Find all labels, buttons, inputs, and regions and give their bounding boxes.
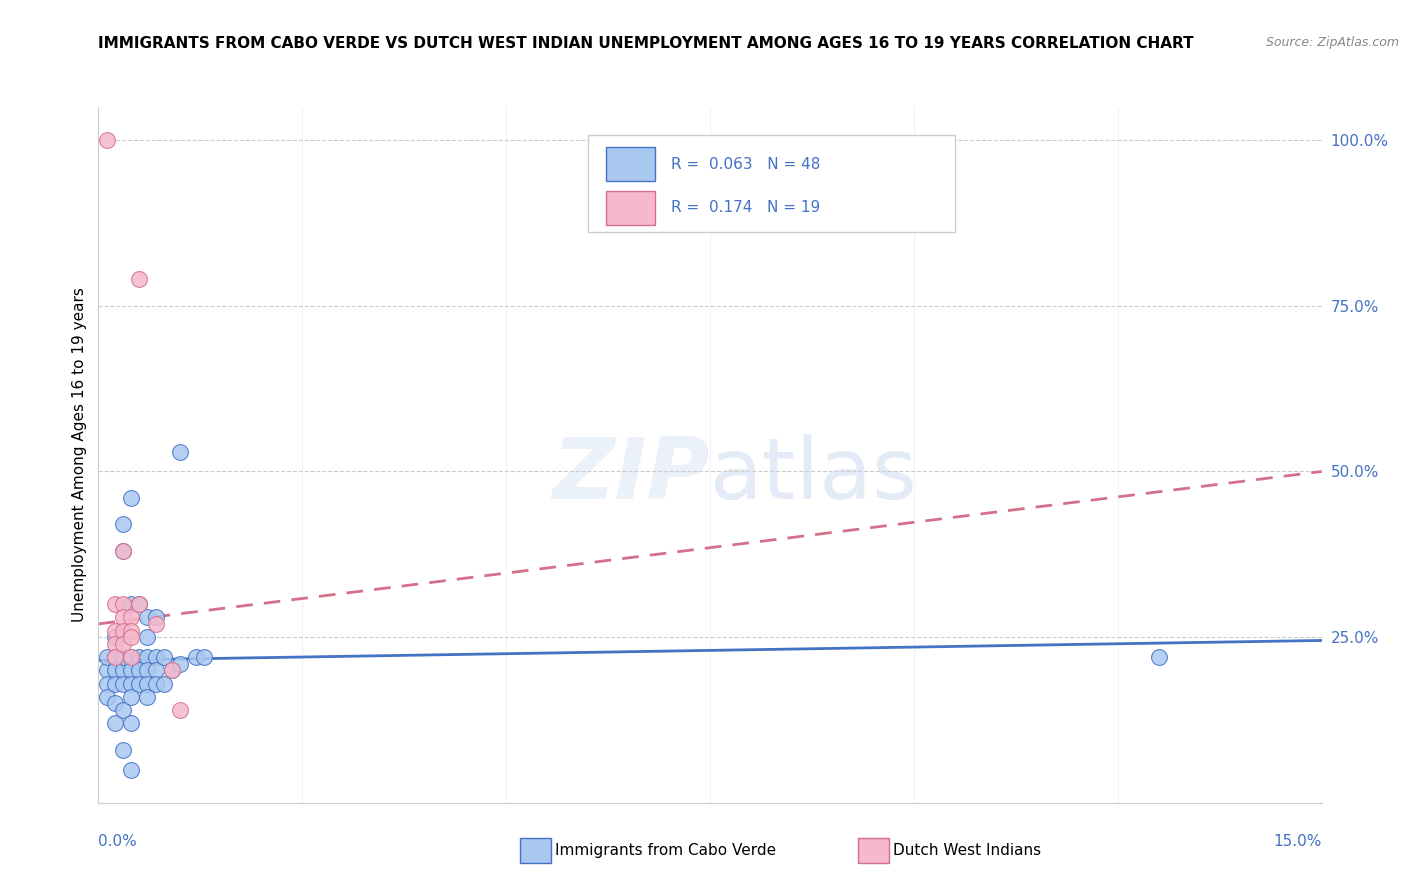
Point	[145, 676, 167, 690]
Point	[104, 663, 127, 677]
Point	[111, 544, 134, 558]
Point	[136, 676, 159, 690]
Text: 15.0%: 15.0%	[1274, 834, 1322, 849]
Point	[96, 663, 118, 677]
Point	[111, 610, 134, 624]
Point	[160, 663, 183, 677]
Point	[104, 650, 127, 665]
Y-axis label: Unemployment Among Ages 16 to 19 years: Unemployment Among Ages 16 to 19 years	[72, 287, 87, 623]
Point	[160, 663, 183, 677]
Point	[96, 650, 118, 665]
Point	[120, 597, 142, 611]
Point	[111, 650, 134, 665]
Point	[152, 650, 174, 665]
Point	[104, 650, 127, 665]
Bar	[606, 146, 655, 181]
Point	[120, 763, 142, 777]
Point	[96, 690, 118, 704]
Point	[111, 544, 134, 558]
Point	[111, 624, 134, 638]
Text: IMMIGRANTS FROM CABO VERDE VS DUTCH WEST INDIAN UNEMPLOYMENT AMONG AGES 16 TO 19: IMMIGRANTS FROM CABO VERDE VS DUTCH WEST…	[98, 36, 1194, 51]
Text: R =  0.174   N = 19: R = 0.174 N = 19	[671, 201, 820, 216]
Point	[1147, 650, 1170, 665]
Point	[136, 690, 159, 704]
Point	[128, 597, 150, 611]
Point	[104, 624, 127, 638]
Point	[104, 676, 127, 690]
Point	[120, 610, 142, 624]
Point	[128, 597, 150, 611]
Point	[120, 650, 142, 665]
Bar	[606, 191, 655, 226]
Point	[111, 663, 134, 677]
Point	[128, 676, 150, 690]
Point	[111, 637, 134, 651]
Point	[128, 663, 150, 677]
Point	[136, 650, 159, 665]
Bar	[588, 135, 955, 232]
Text: Immigrants from Cabo Verde: Immigrants from Cabo Verde	[555, 844, 776, 858]
Text: atlas: atlas	[710, 434, 918, 517]
Point	[96, 676, 118, 690]
Point	[120, 624, 142, 638]
Point	[120, 630, 142, 644]
Point	[104, 637, 127, 651]
Point	[186, 650, 208, 665]
Point	[152, 676, 174, 690]
Point	[111, 743, 134, 757]
Point	[145, 610, 167, 624]
Point	[136, 610, 159, 624]
Point	[120, 650, 142, 665]
Point	[104, 630, 127, 644]
Point	[96, 133, 118, 147]
Point	[169, 657, 191, 671]
Point	[120, 491, 142, 505]
Point	[111, 517, 134, 532]
Point	[193, 650, 215, 665]
Text: R =  0.063   N = 48: R = 0.063 N = 48	[671, 157, 820, 171]
Point	[169, 703, 191, 717]
Point	[136, 663, 159, 677]
Point	[145, 663, 167, 677]
Text: Dutch West Indians: Dutch West Indians	[893, 844, 1040, 858]
Point	[145, 650, 167, 665]
Point	[120, 676, 142, 690]
Point	[111, 597, 134, 611]
Point	[120, 663, 142, 677]
Point	[120, 690, 142, 704]
Text: ZIP: ZIP	[553, 434, 710, 517]
Text: 0.0%: 0.0%	[98, 834, 138, 849]
Point	[169, 444, 191, 458]
Point	[128, 272, 150, 286]
Text: Source: ZipAtlas.com: Source: ZipAtlas.com	[1265, 36, 1399, 49]
Point	[104, 697, 127, 711]
Point	[111, 703, 134, 717]
Point	[120, 716, 142, 731]
Point	[128, 650, 150, 665]
Point	[111, 650, 134, 665]
Point	[111, 676, 134, 690]
Point	[145, 616, 167, 631]
Point	[104, 597, 127, 611]
Point	[104, 716, 127, 731]
Point	[136, 630, 159, 644]
